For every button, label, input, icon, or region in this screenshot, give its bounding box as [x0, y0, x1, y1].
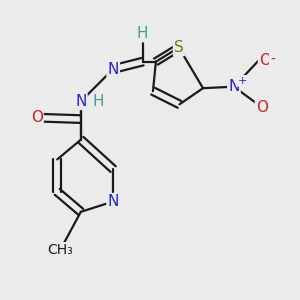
Text: N: N: [75, 94, 86, 109]
Text: H: H: [137, 26, 148, 41]
Text: S: S: [174, 40, 184, 55]
Text: CH₃: CH₃: [47, 243, 73, 257]
Text: N: N: [228, 79, 240, 94]
Text: H: H: [93, 94, 104, 109]
Text: O: O: [259, 53, 271, 68]
Text: -: -: [270, 53, 275, 67]
Text: O: O: [31, 110, 43, 125]
Text: +: +: [238, 76, 247, 86]
Text: N: N: [107, 61, 119, 76]
Text: O: O: [256, 100, 268, 115]
Text: N: N: [107, 194, 119, 209]
